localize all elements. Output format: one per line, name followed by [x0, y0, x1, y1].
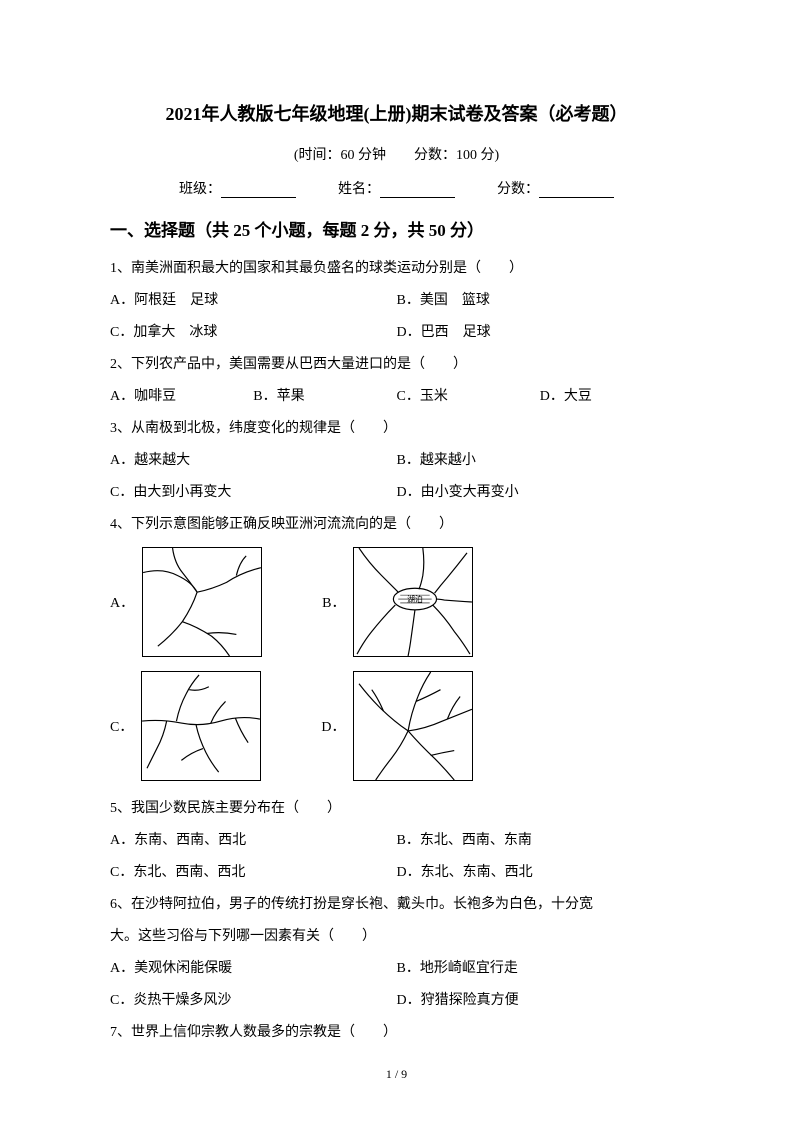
q3-option-a: A．越来越大	[110, 447, 397, 475]
q2-option-c: C．玉米	[397, 383, 540, 411]
class-label: 班级：	[179, 182, 221, 197]
name-blank[interactable]	[380, 182, 455, 198]
q5-text: 5、我国少数民族主要分布在（ ）	[110, 795, 683, 823]
name-label: 姓名：	[338, 182, 380, 197]
q4-row2: C． D．	[110, 671, 683, 781]
exam-title: 2021年人教版七年级地理(上册)期末试卷及答案（必考题）	[110, 100, 683, 126]
q3-text: 3、从南极到北极，纬度变化的规律是（ ）	[110, 415, 683, 443]
class-blank[interactable]	[221, 182, 296, 198]
q4-diagram-c	[141, 671, 261, 781]
q4-label-a: A．	[110, 592, 134, 612]
q4-diagram-d	[353, 671, 473, 781]
time-label: (时间：60 分钟	[294, 148, 386, 163]
q7-text: 7、世界上信仰宗教人数最多的宗教是（ ）	[110, 1019, 683, 1047]
q6-text-line1: 6、在沙特阿拉伯，男子的传统打扮是穿长袍、戴头巾。长袍多为白色，十分宽	[110, 891, 683, 919]
q5-option-a: A．东南、西南、西北	[110, 827, 397, 855]
svg-text:湖泊: 湖泊	[408, 594, 424, 604]
q4-text: 4、下列示意图能够正确反映亚洲河流流向的是（ ）	[110, 511, 683, 539]
q6-options-row2: C．炎热干燥多风沙 D．狩猎探险真方便	[110, 987, 683, 1015]
page-number: 1 / 9	[0, 1067, 793, 1082]
q3-option-c: C．由大到小再变大	[110, 479, 397, 507]
q4-label-b: B．	[322, 592, 345, 612]
q5-options-row1: A．东南、西南、西北 B．东北、西南、东南	[110, 827, 683, 855]
q6-options-row1: A．美观休闲能保暖 B．地形崎岖宜行走	[110, 955, 683, 983]
q5-options-row2: C．东北、西南、西北 D．东北、东南、西北	[110, 859, 683, 887]
q2-option-a: A．咖啡豆	[110, 383, 253, 411]
q2-option-b: B．苹果	[253, 383, 396, 411]
q2-text: 2、下列农产品中，美国需要从巴西大量进口的是（ ）	[110, 351, 683, 379]
q3-options-row1: A．越来越大 B．越来越小	[110, 447, 683, 475]
score-label-2: 分数：	[497, 182, 539, 197]
q1-option-c: C．加拿大 冰球	[110, 319, 397, 347]
score-label: 分数：100 分)	[414, 148, 499, 163]
q6-text-line2: 大。这些习俗与下列哪一因素有关（ ）	[110, 923, 683, 951]
q3-option-b: B．越来越小	[397, 447, 684, 475]
q1-option-d: D．巴西 足球	[397, 319, 684, 347]
score-blank[interactable]	[539, 182, 614, 198]
exam-subtitle: (时间：60 分钟 分数：100 分)	[110, 144, 683, 164]
q1-options-row1: A．阿根廷 足球 B．美国 篮球	[110, 287, 683, 315]
q3-options-row2: C．由大到小再变大 D．由小变大再变小	[110, 479, 683, 507]
q4-label-d: D．	[321, 716, 345, 736]
q4-diagram-b: 湖泊	[353, 547, 473, 657]
q4-diagram-a	[142, 547, 262, 657]
q6-option-b: B．地形崎岖宜行走	[397, 955, 684, 983]
q3-option-d: D．由小变大再变小	[397, 479, 684, 507]
q6-option-c: C．炎热干燥多风沙	[110, 987, 397, 1015]
q1-option-b: B．美国 篮球	[397, 287, 684, 315]
q5-option-c: C．东北、西南、西北	[110, 859, 397, 887]
q5-option-d: D．东北、东南、西北	[397, 859, 684, 887]
q6-option-a: A．美观休闲能保暖	[110, 955, 397, 983]
q6-option-d: D．狩猎探险真方便	[397, 987, 684, 1015]
q4-label-c: C．	[110, 716, 133, 736]
q1-options-row2: C．加拿大 冰球 D．巴西 足球	[110, 319, 683, 347]
q4-row1: A． B． 湖泊	[110, 547, 683, 657]
q1-text: 1、南美洲面积最大的国家和其最负盛名的球类运动分别是（ ）	[110, 255, 683, 283]
section-title: 一、选择题（共 25 个小题，每题 2 分，共 50 分）	[110, 216, 683, 241]
q5-option-b: B．东北、西南、东南	[397, 827, 684, 855]
q2-option-d: D．大豆	[540, 383, 683, 411]
q2-options: A．咖啡豆 B．苹果 C．玉米 D．大豆	[110, 383, 683, 411]
info-row: 班级： 姓名： 分数：	[110, 178, 683, 198]
q1-option-a: A．阿根廷 足球	[110, 287, 397, 315]
